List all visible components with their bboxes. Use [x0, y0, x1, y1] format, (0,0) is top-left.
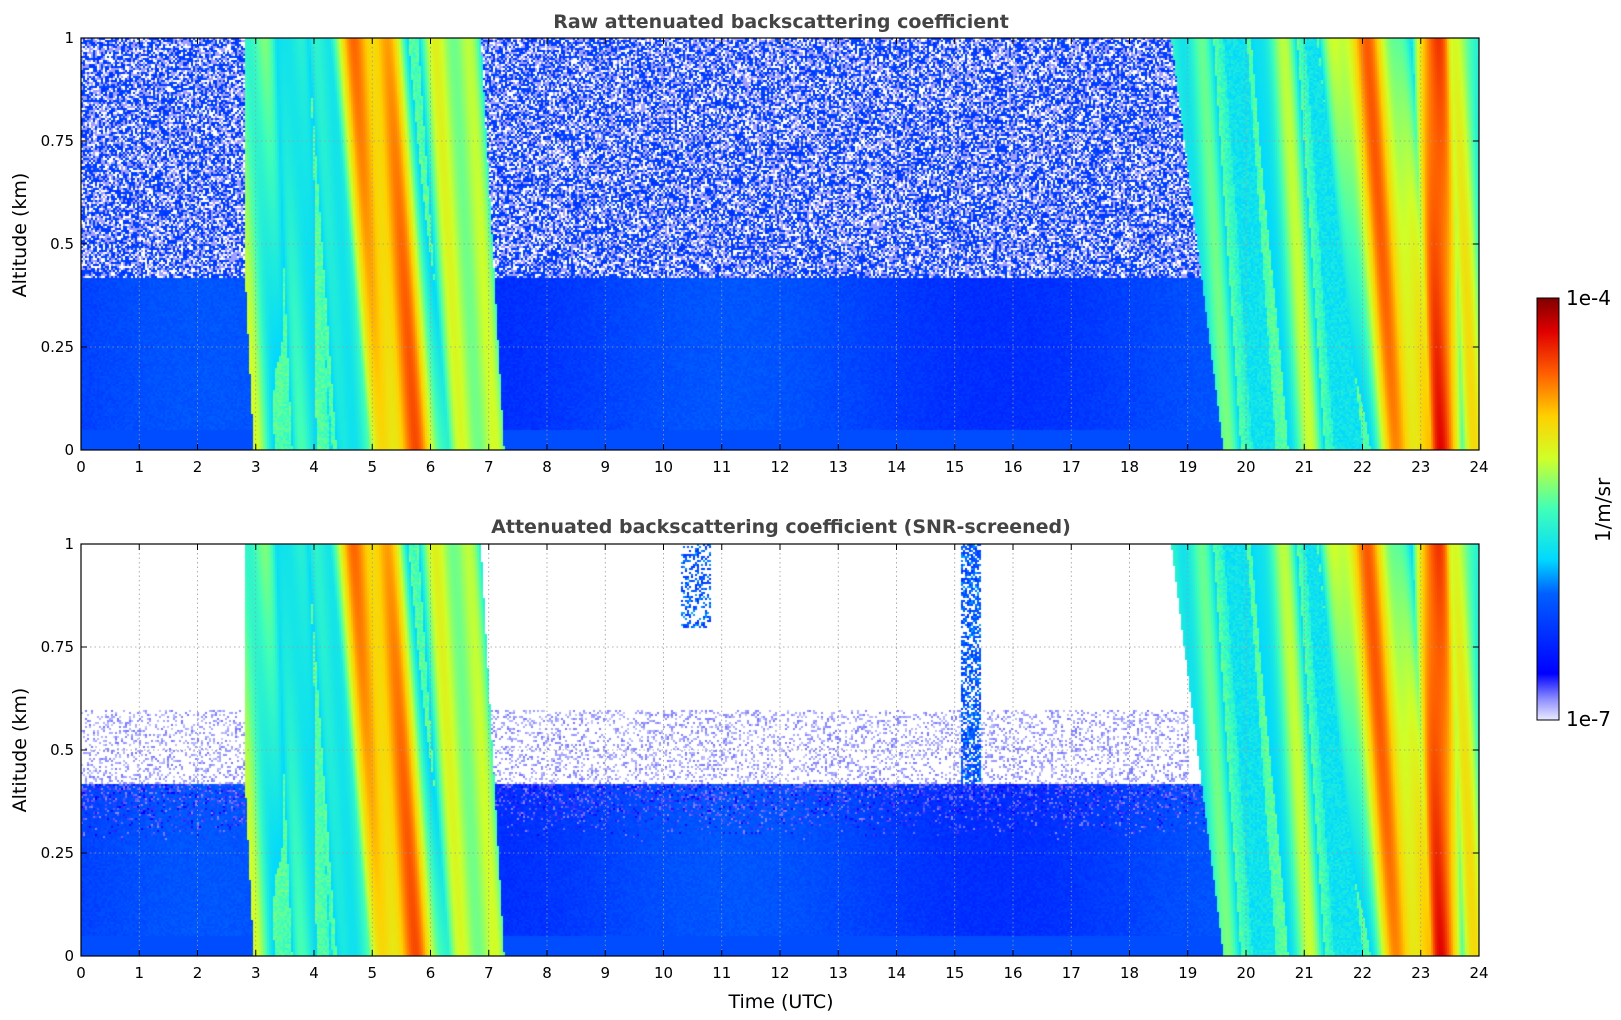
- y-tick-label: 1: [64, 535, 74, 553]
- x-tick-label: 24: [1469, 964, 1488, 982]
- y-tick-label: 0.75: [41, 638, 74, 656]
- raw-y-ticks: 0 0.25 0.5 0.75 1: [41, 29, 1479, 459]
- x-tick-label: 2: [193, 458, 203, 476]
- x-tick-label: 8: [542, 458, 552, 476]
- x-tick-label: 18: [1120, 458, 1139, 476]
- screened-grid: [81, 544, 1479, 956]
- y-tick-label: 1: [64, 29, 74, 47]
- x-tick-label: 3: [251, 458, 261, 476]
- x-tick-label: 11: [712, 964, 731, 982]
- x-tick-label: 22: [1353, 964, 1372, 982]
- screened-y-ticks: 0 0.25 0.5 0.75 1: [41, 535, 1479, 965]
- x-tick-label: 15: [945, 964, 964, 982]
- x-tick-label: 4: [309, 964, 319, 982]
- x-tick-label: 17: [1062, 458, 1081, 476]
- x-tick-label: 17: [1062, 964, 1081, 982]
- x-tick-label: 13: [829, 458, 848, 476]
- x-tick-label: 9: [600, 964, 610, 982]
- x-tick-label: 20: [1236, 458, 1255, 476]
- x-tick-label: 2: [193, 964, 203, 982]
- y-tick-label: 0.5: [50, 741, 74, 759]
- x-tick-label: 5: [367, 458, 377, 476]
- x-tick-label: 23: [1411, 964, 1430, 982]
- raw-x-ticks: 0 1 2 3 4 5 6 7 8 9 10 11 12 13 14 15 16 17 18 19 20 21 22 23 24: [76, 38, 1489, 476]
- screened-panel-title: Attenuated backscattering coefficient (S…: [491, 516, 1071, 538]
- x-tick-label: 4: [309, 458, 319, 476]
- x-tick-label: 18: [1120, 964, 1139, 982]
- x-tick-label: 10: [654, 458, 673, 476]
- colorbar: 1e-4 1e-7 1/m/sr: [1536, 286, 1615, 731]
- y-tick-label: 0: [64, 947, 74, 965]
- x-tick-label: 3: [251, 964, 261, 982]
- x-tick-label: 24: [1469, 458, 1488, 476]
- x-tick-label: 9: [600, 458, 610, 476]
- x-tick-label: 13: [829, 964, 848, 982]
- x-tick-label: 14: [887, 964, 906, 982]
- time-axis-label: Time (UTC): [727, 991, 833, 1013]
- x-tick-label: 1: [134, 458, 144, 476]
- x-tick-label: 5: [367, 964, 377, 982]
- x-tick-label: 19: [1178, 964, 1197, 982]
- x-tick-label: 6: [426, 964, 436, 982]
- x-tick-label: 16: [1003, 964, 1022, 982]
- colorbar-max-label: 1e-4: [1566, 286, 1611, 310]
- x-tick-label: 10: [654, 964, 673, 982]
- raw-panel-title: Raw attenuated backscattering coefficien…: [553, 11, 1009, 33]
- y-tick-label: 0: [64, 441, 74, 459]
- x-tick-label: 21: [1295, 964, 1314, 982]
- y-tick-label: 0.75: [41, 132, 74, 150]
- raw-grid: [81, 38, 1479, 450]
- x-tick-label: 1: [134, 964, 144, 982]
- y-tick-label: 0.25: [41, 844, 74, 862]
- x-tick-label: 0: [76, 458, 86, 476]
- y-tick-label: 0.5: [50, 235, 74, 253]
- x-tick-label: 15: [945, 458, 964, 476]
- screened-backscatter-panel: Attenuated backscattering coefficient (S…: [9, 516, 1489, 1013]
- colorbar-min-label: 1e-7: [1566, 707, 1611, 731]
- x-tick-label: 14: [887, 458, 906, 476]
- x-tick-label: 22: [1353, 458, 1372, 476]
- y-tick-label: 0.25: [41, 338, 74, 356]
- x-tick-label: 16: [1003, 458, 1022, 476]
- colorbar-unit-label: 1/m/sr: [1591, 477, 1615, 542]
- x-tick-label: 21: [1295, 458, 1314, 476]
- raw-panel-ylabel: Altitude (km): [9, 173, 31, 298]
- screened-x-ticks: 0 1 2 3 4 5 6 7 8 9 10 11 12 13 14 15 16 17 18 19 20 21 22 23 24: [76, 544, 1489, 982]
- x-tick-label: 11: [712, 458, 731, 476]
- x-tick-label: 0: [76, 964, 86, 982]
- x-tick-label: 6: [426, 458, 436, 476]
- x-tick-label: 12: [770, 964, 789, 982]
- x-tick-label: 7: [484, 964, 494, 982]
- x-tick-label: 8: [542, 964, 552, 982]
- x-tick-label: 19: [1178, 458, 1197, 476]
- colorbar-gradient: [1536, 297, 1560, 721]
- x-tick-label: 23: [1411, 458, 1430, 476]
- x-tick-label: 7: [484, 458, 494, 476]
- x-tick-label: 12: [770, 458, 789, 476]
- screened-panel-ylabel: Altitude (km): [9, 688, 31, 813]
- x-tick-label: 20: [1236, 964, 1255, 982]
- raw-backscatter-panel: Raw attenuated backscattering coefficien…: [9, 11, 1489, 476]
